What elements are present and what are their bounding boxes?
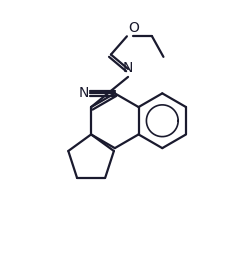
Text: N: N xyxy=(122,61,133,75)
Text: N: N xyxy=(78,86,88,100)
Text: O: O xyxy=(128,21,139,35)
